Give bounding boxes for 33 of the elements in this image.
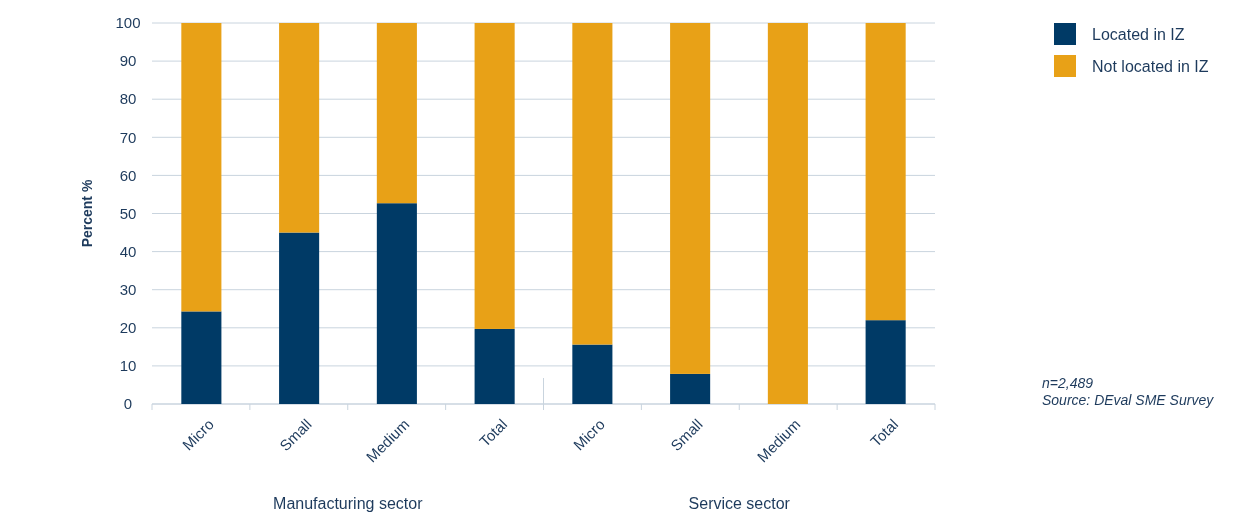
y-tick-label: 50 [119,204,137,222]
bar [474,328,515,404]
text: Manufacturing sector [273,495,424,512]
bar [376,23,417,204]
text: n=2,489 [1042,375,1094,391]
bar [865,23,906,321]
legend-label: Located in IZ [1092,25,1185,43]
source-note: Source: DEval SME Survey [1042,392,1215,408]
y-tick-label: 100 [115,14,141,32]
bar [474,23,515,329]
bar [865,320,906,404]
bar [670,23,711,374]
y-tick-label: 10 [119,357,137,375]
bar [279,232,320,404]
bar [670,373,711,404]
bar [181,23,222,312]
y-tick-label: 90 [119,52,137,70]
bar [572,23,613,345]
bar [279,23,320,233]
y-tick-label: 20 [119,319,137,337]
y-axis-title: Percent % [79,179,95,248]
y-tick-label: 80 [119,90,137,108]
text: Service sector [688,495,791,512]
bar [767,23,808,404]
legend-label: Not located in IZ [1092,57,1209,75]
y-tick-label: 70 [119,128,137,146]
bar [376,203,417,404]
y-tick-label: 0 [123,395,133,413]
bar [181,311,222,404]
bar [572,344,613,404]
y-tick-label: 60 [119,166,137,184]
y-tick-label: 30 [119,280,137,298]
y-tick-label: 40 [119,242,137,260]
